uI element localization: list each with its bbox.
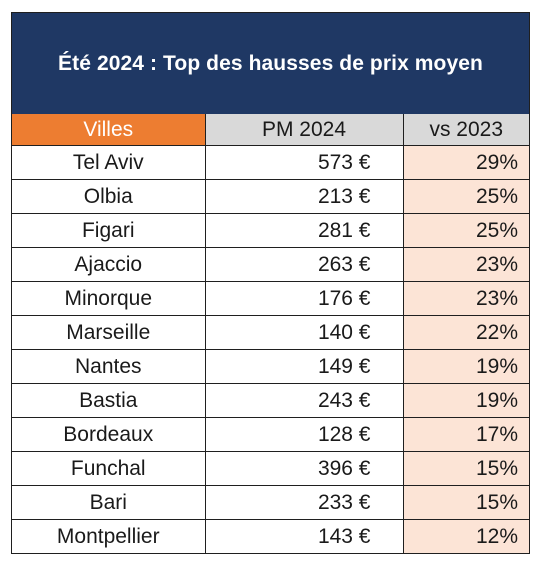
change-cell: 15% — [402, 451, 529, 486]
city-cell: Tel Aviv — [12, 145, 206, 180]
price-cell: 243 € — [204, 383, 404, 418]
change-cell: 17% — [402, 417, 529, 452]
header-cities: Villes — [12, 114, 206, 146]
table-row: Funchal 396 €15% — [12, 451, 529, 486]
city-cell: Bordeaux — [12, 417, 206, 452]
table-body: Tel Aviv 573 €29% Olbia 213 €25% Figari 281 €… — [12, 145, 529, 553]
change-cell: 19% — [402, 383, 529, 418]
table-row: Bordeaux 128 €17% — [12, 417, 529, 452]
price-cell: 149 € — [204, 349, 404, 384]
header-row: Villes PM 2024 vs 2023 — [12, 114, 529, 146]
table-row: Ajaccio 263 €23% — [12, 247, 529, 282]
change-cell: 23% — [402, 247, 529, 282]
price-cell: 263 € — [204, 247, 404, 282]
price-cell: 143 € — [204, 519, 404, 553]
change-cell: 23% — [402, 281, 529, 316]
price-table-sheet: Été 2024 : Top des hausses de prix moyen… — [11, 12, 530, 554]
change-cell: 22% — [402, 315, 529, 350]
city-cell: Figari — [12, 213, 206, 248]
change-cell: 15% — [402, 485, 529, 520]
table-row: Figari 281 €25% — [12, 213, 529, 248]
price-cell: 573 € — [204, 145, 404, 180]
table-row: Minorque 176 €23% — [12, 281, 529, 316]
table-row: Bastia 243 €19% — [12, 383, 529, 418]
table-row: Bari 233 €15% — [12, 485, 529, 520]
table-row: Olbia 213 €25% — [12, 179, 529, 214]
change-cell: 25% — [402, 213, 529, 248]
city-cell: Ajaccio — [12, 247, 206, 282]
change-cell: 25% — [402, 179, 529, 214]
header-average-price: PM 2024 — [204, 114, 404, 146]
city-cell: Minorque — [12, 281, 206, 316]
city-cell: Bari — [12, 485, 206, 520]
change-cell: 12% — [402, 519, 529, 553]
price-cell: 176 € — [204, 281, 404, 316]
price-cell: 281 € — [204, 213, 404, 248]
table-row: Nantes 149 €19% — [12, 349, 529, 384]
city-cell: Montpellier — [12, 519, 206, 553]
city-cell: Nantes — [12, 349, 206, 384]
table-title: Été 2024 : Top des hausses de prix moyen — [12, 13, 529, 114]
city-cell: Bastia — [12, 383, 206, 418]
table-row: Tel Aviv 573 €29% — [12, 145, 529, 180]
table-row: Marseille 140 €22% — [12, 315, 529, 350]
header-change-vs-2023: vs 2023 — [402, 114, 529, 146]
price-cell: 396 € — [204, 451, 404, 486]
price-increase-table: Villes PM 2024 vs 2023 Tel Aviv 573 €29% O… — [12, 114, 529, 553]
price-cell: 233 € — [204, 485, 404, 520]
city-cell: Olbia — [12, 179, 206, 214]
price-cell: 140 € — [204, 315, 404, 350]
city-cell: Funchal — [12, 451, 206, 486]
change-cell: 29% — [402, 145, 529, 180]
price-cell: 213 € — [204, 179, 404, 214]
table-row: Montpellier 143 €12% — [12, 519, 529, 553]
city-cell: Marseille — [12, 315, 206, 350]
change-cell: 19% — [402, 349, 529, 384]
price-cell: 128 € — [204, 417, 404, 452]
